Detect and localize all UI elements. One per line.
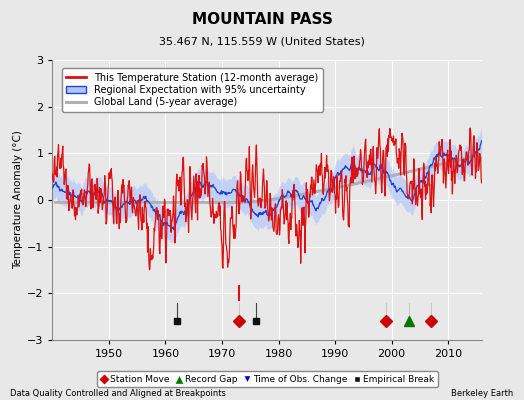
Y-axis label: Temperature Anomaly (°C): Temperature Anomaly (°C): [13, 130, 23, 270]
Text: MOUNTAIN PASS: MOUNTAIN PASS: [192, 12, 332, 27]
Text: Berkeley Earth: Berkeley Earth: [451, 389, 514, 398]
Text: Data Quality Controlled and Aligned at Breakpoints: Data Quality Controlled and Aligned at B…: [10, 389, 226, 398]
Legend: Station Move, Record Gap, Time of Obs. Change, Empirical Break: Station Move, Record Gap, Time of Obs. C…: [97, 371, 438, 387]
Text: 35.467 N, 115.559 W (United States): 35.467 N, 115.559 W (United States): [159, 36, 365, 46]
